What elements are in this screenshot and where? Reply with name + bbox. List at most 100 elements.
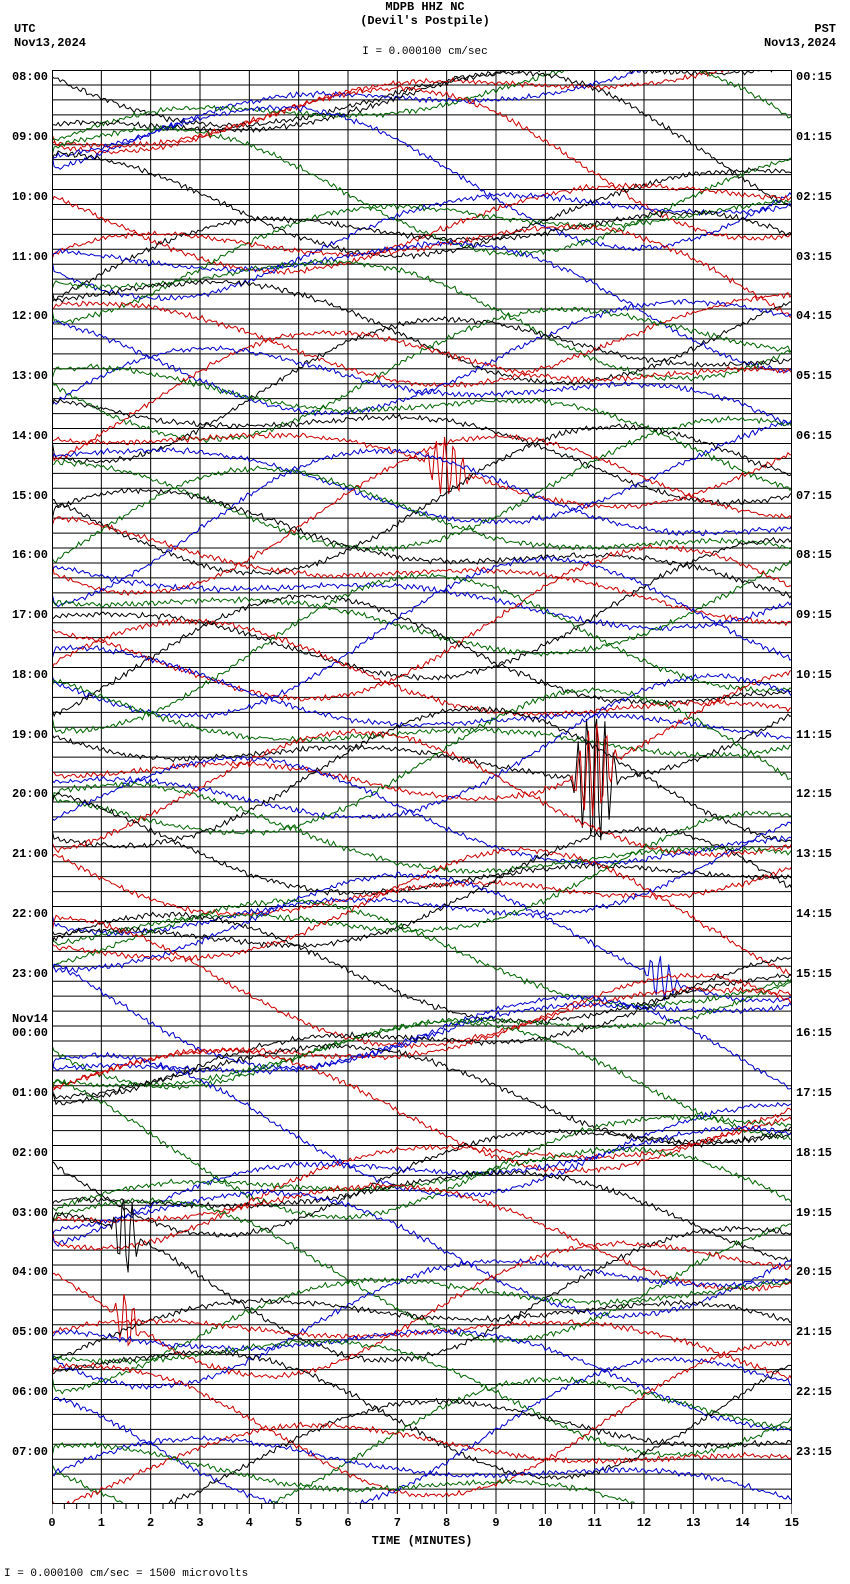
x-tick-label: 12	[637, 1516, 651, 1530]
time-tick-label: 15:15	[796, 968, 844, 980]
seismogram-trace	[52, 299, 792, 415]
time-tick-label: 21:15	[796, 1326, 844, 1338]
time-tick-label: 04:15	[796, 310, 844, 322]
time-tick-label: 18:00	[0, 669, 48, 681]
time-tick-label: 03:00	[0, 1207, 48, 1219]
x-tick-label: 10	[538, 1516, 552, 1530]
time-tick-label: 07:00	[0, 1446, 48, 1458]
x-tick-label: 13	[686, 1516, 700, 1530]
time-tick-label: 20:15	[796, 1266, 844, 1278]
time-tick-label: 19:15	[796, 1207, 844, 1219]
helicorder-svg	[52, 70, 792, 1504]
time-tick-label: 22:15	[796, 1386, 844, 1398]
seismogram-trace	[52, 915, 792, 1048]
time-tick-label: 06:00	[0, 1386, 48, 1398]
scale-indicator: I = 0.000100 cm/sec	[0, 46, 850, 58]
time-tick-label: 07:15	[796, 490, 844, 502]
time-tick-label: 13:00	[0, 370, 48, 382]
time-tick-label: 23:15	[796, 1446, 844, 1458]
seismogram-trace	[52, 70, 792, 155]
time-tick-label: 12:15	[796, 788, 844, 800]
x-tick-label: 7	[394, 1516, 401, 1530]
seismogram-trace	[52, 714, 792, 840]
time-tick-label: 01:15	[796, 131, 844, 143]
time-tick-label: 08:00	[0, 71, 48, 83]
seismogram-trace	[52, 729, 792, 857]
time-tick-label: 09:00	[0, 131, 48, 143]
time-tick-label: 17:00	[0, 609, 48, 621]
time-tick-label: 16:00	[0, 549, 48, 561]
time-tick-label: 19:00	[0, 729, 48, 741]
time-tick-label: 20:00	[0, 788, 48, 800]
seismogram-trace	[52, 645, 792, 739]
seismogram-trace	[52, 756, 792, 865]
time-tick-label: 21:00	[0, 848, 48, 860]
x-axis-label: TIME (MINUTES)	[52, 1534, 792, 1548]
helicorder-plot: 08:0009:0010:0011:0012:0013:0014:0015:00…	[52, 70, 792, 1504]
seismogram-trace	[52, 1436, 792, 1500]
seismogram-trace	[52, 1189, 792, 1318]
seismogram-trace	[52, 792, 792, 895]
time-tick-label: 09:15	[796, 609, 844, 621]
plot-header: MDPB HHZ NC (Devil's Postpile)	[0, 0, 850, 29]
time-tick-label: 16:15	[796, 1027, 844, 1039]
x-tick-label: 5	[295, 1516, 302, 1530]
seismogram-trace	[52, 561, 792, 656]
time-tick-label: 04:00	[0, 1266, 48, 1278]
time-tick-label: 14:00	[0, 430, 48, 442]
time-tick-label: 11:15	[796, 729, 844, 741]
seismogram-trace	[52, 899, 792, 1008]
time-tick-label: 18:15	[796, 1147, 844, 1159]
time-tick-label: 12:00	[0, 310, 48, 322]
time-tick-label: 05:15	[796, 370, 844, 382]
x-tick-label: 11	[587, 1516, 601, 1530]
x-tick-label: 4	[246, 1516, 253, 1530]
time-tick-label: 06:15	[796, 430, 844, 442]
seismogram-trace	[52, 419, 792, 524]
right-time-labels: 00:1501:1502:1503:1504:1505:1506:1507:15…	[796, 70, 844, 1504]
x-axis-ruler	[52, 1504, 792, 1514]
time-tick-label: 14:15	[796, 908, 844, 920]
seismogram-trace	[52, 680, 792, 759]
seismogram-trace	[52, 1171, 792, 1262]
time-tick-label: 13:15	[796, 848, 844, 860]
time-tick-label: Nov14	[0, 1013, 48, 1025]
time-tick-label: 00:00	[0, 1027, 48, 1039]
time-tick-label: 02:00	[0, 1147, 48, 1159]
left-time-labels: 08:00 09:00 10:00 11:00 12:00 13:00 14:00 15:00…	[0, 70, 48, 1504]
seismogram-trace	[52, 1319, 792, 1380]
time-tick-label: 11:00	[0, 251, 48, 263]
x-tick-label: 0	[48, 1516, 55, 1530]
x-tick-label: 14	[735, 1516, 749, 1530]
x-tick-label: 1	[98, 1516, 105, 1530]
seismogram-trace	[52, 574, 792, 734]
x-tick-label: 8	[443, 1516, 450, 1530]
seismogram-trace	[52, 183, 792, 274]
seismogram-trace	[52, 433, 792, 509]
seismogram-trace	[52, 449, 792, 607]
x-tick-label: 3	[196, 1516, 203, 1530]
time-tick-label: 17:15	[796, 1087, 844, 1099]
seismogram-trace	[52, 1422, 792, 1504]
right-tz-label: PST	[764, 22, 836, 36]
x-tick-label: 15	[785, 1516, 799, 1530]
left-tz-label: UTC	[14, 22, 86, 36]
station-location: (Devil's Postpile)	[0, 14, 850, 28]
time-tick-label: 01:00	[0, 1087, 48, 1099]
seismogram-trace	[52, 259, 792, 381]
seismogram-trace	[52, 280, 792, 385]
time-tick-label: 02:15	[796, 191, 844, 203]
station-code: MDPB HHZ NC	[0, 0, 850, 14]
time-tick-label: 15:00	[0, 490, 48, 502]
x-tick-label: 9	[492, 1516, 499, 1530]
time-tick-label: 23:00	[0, 968, 48, 980]
x-tick-label: 2	[147, 1516, 154, 1530]
x-tick-label: 6	[344, 1516, 351, 1530]
time-tick-label: 22:00	[0, 908, 48, 920]
time-tick-label: 03:15	[796, 251, 844, 263]
seismogram-trace	[52, 1199, 792, 1362]
time-tick-label: 05:00	[0, 1326, 48, 1338]
seismogram-trace	[52, 1044, 792, 1148]
seismogram-trace	[52, 240, 792, 372]
time-tick-label: 10:00	[0, 191, 48, 203]
